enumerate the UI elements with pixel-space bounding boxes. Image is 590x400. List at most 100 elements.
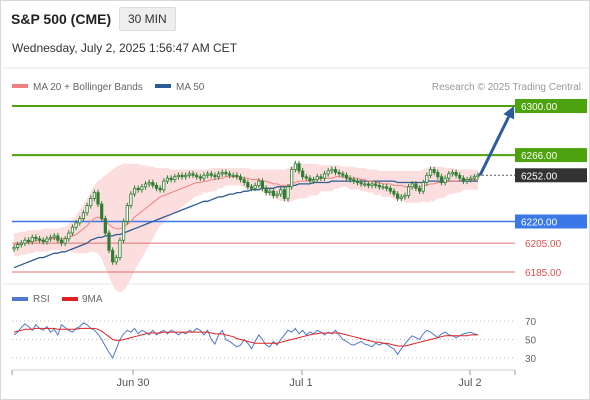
candle-body bbox=[421, 182, 425, 192]
ma20-line bbox=[14, 176, 478, 246]
level-tag-6220.00 bbox=[515, 214, 587, 229]
candle-body bbox=[297, 163, 301, 172]
candle-body bbox=[96, 192, 100, 205]
candle-body bbox=[359, 182, 363, 185]
candle-body bbox=[428, 169, 433, 176]
level-label-6220.00: 6220.00 bbox=[521, 217, 558, 228]
level-label-6185.00: 6185.00 bbox=[525, 268, 562, 279]
candle-body bbox=[78, 218, 82, 224]
candle-body bbox=[48, 236, 53, 240]
candle-body bbox=[140, 186, 144, 191]
candle-body bbox=[406, 186, 411, 196]
candle-body bbox=[173, 176, 177, 181]
candle-body bbox=[290, 169, 294, 188]
candle-body bbox=[23, 239, 27, 244]
candle-body bbox=[279, 189, 283, 195]
candle-body bbox=[220, 171, 224, 175]
candle-body bbox=[381, 186, 385, 189]
candle-body bbox=[52, 235, 56, 238]
candle-body bbox=[311, 179, 316, 182]
candle-body bbox=[319, 176, 323, 179]
candle-body bbox=[348, 177, 352, 181]
candle-body bbox=[85, 205, 89, 214]
candle-body bbox=[326, 170, 330, 175]
last-price-label: 6252.00 bbox=[521, 171, 558, 182]
rsi-ma-legend-label: 9MA bbox=[82, 294, 103, 305]
candle-body bbox=[59, 239, 64, 244]
candle-body bbox=[143, 183, 148, 188]
rsi-tick-30: 30 bbox=[525, 354, 537, 365]
rsi-plot-area: 70 50 30 bbox=[12, 317, 537, 365]
candle-body bbox=[461, 177, 465, 182]
candle-body bbox=[414, 183, 418, 189]
level-label-6205.00: 6205.00 bbox=[525, 239, 562, 250]
candle-body bbox=[268, 190, 272, 194]
candle-body bbox=[425, 174, 429, 183]
candle-body bbox=[439, 176, 444, 183]
candle-body bbox=[447, 173, 451, 179]
candle-body bbox=[308, 177, 312, 182]
candle-body bbox=[293, 163, 297, 170]
candle-body bbox=[114, 257, 118, 263]
candle-body bbox=[191, 173, 195, 176]
rsi-tick-70: 70 bbox=[525, 317, 537, 328]
candle-body bbox=[385, 186, 389, 189]
candle-body bbox=[352, 179, 356, 182]
candle-body bbox=[12, 247, 16, 250]
candle-body bbox=[63, 238, 67, 244]
candle-body bbox=[206, 173, 210, 176]
candle-body bbox=[363, 183, 367, 186]
candle-body bbox=[118, 239, 122, 258]
projection-arrow-shaft bbox=[478, 116, 511, 176]
candle-body bbox=[81, 212, 86, 219]
candle-body bbox=[436, 171, 440, 178]
candle-body bbox=[198, 176, 202, 179]
candle-body bbox=[355, 180, 360, 183]
candle-body bbox=[209, 173, 213, 176]
candle-body bbox=[136, 187, 140, 191]
candle-body bbox=[158, 187, 162, 191]
projection-arrow-head bbox=[503, 106, 515, 120]
x-tick-label: Jul 1 bbox=[289, 377, 312, 389]
candle-body bbox=[315, 176, 319, 181]
x-tick-label: Jun 30 bbox=[116, 377, 149, 389]
rsi-legend-swatch bbox=[12, 297, 28, 301]
candle-body bbox=[19, 242, 23, 245]
candle-body bbox=[257, 180, 261, 186]
instrument-title: S&P 500 (CME) bbox=[11, 11, 112, 27]
ma50-legend-swatch bbox=[155, 84, 171, 88]
candle-body bbox=[227, 173, 232, 176]
rsi-ma-line bbox=[13, 327, 478, 347]
rsi-legend-label: RSI bbox=[33, 294, 50, 305]
ma50-legend-label: MA 50 bbox=[176, 82, 205, 93]
candle-body bbox=[41, 239, 45, 243]
candle-body bbox=[235, 174, 239, 178]
candle-body bbox=[282, 189, 286, 199]
candle-body bbox=[125, 205, 129, 222]
x-axis: Jun 30 Jul 1 Jul 2 bbox=[11, 370, 516, 389]
candle-body bbox=[260, 180, 265, 189]
candle-body bbox=[333, 169, 338, 173]
candle-body bbox=[403, 195, 407, 198]
candle-body bbox=[56, 235, 60, 241]
candle-body bbox=[92, 192, 96, 199]
candle-body bbox=[275, 193, 279, 196]
interval-button[interactable]: 30 MIN bbox=[119, 7, 176, 31]
candle-body bbox=[45, 238, 49, 243]
ma20-legend-label: MA 20 + Bollinger Bands bbox=[33, 82, 143, 93]
candle-body bbox=[100, 203, 104, 219]
candle-body bbox=[337, 171, 341, 175]
candle-body bbox=[151, 182, 155, 186]
candle-body bbox=[344, 174, 349, 179]
candle-body bbox=[264, 187, 268, 194]
candle-body bbox=[202, 174, 206, 179]
candle-body bbox=[169, 177, 173, 181]
level-tag-6300.00 bbox=[515, 99, 587, 113]
candle-body bbox=[377, 184, 381, 188]
rsi-tick-50: 50 bbox=[525, 336, 537, 347]
candle-body bbox=[231, 174, 235, 177]
candle-body bbox=[165, 177, 170, 182]
candle-body bbox=[253, 184, 257, 189]
candle-body bbox=[271, 190, 276, 196]
rsi-ma-legend-swatch bbox=[62, 297, 78, 301]
